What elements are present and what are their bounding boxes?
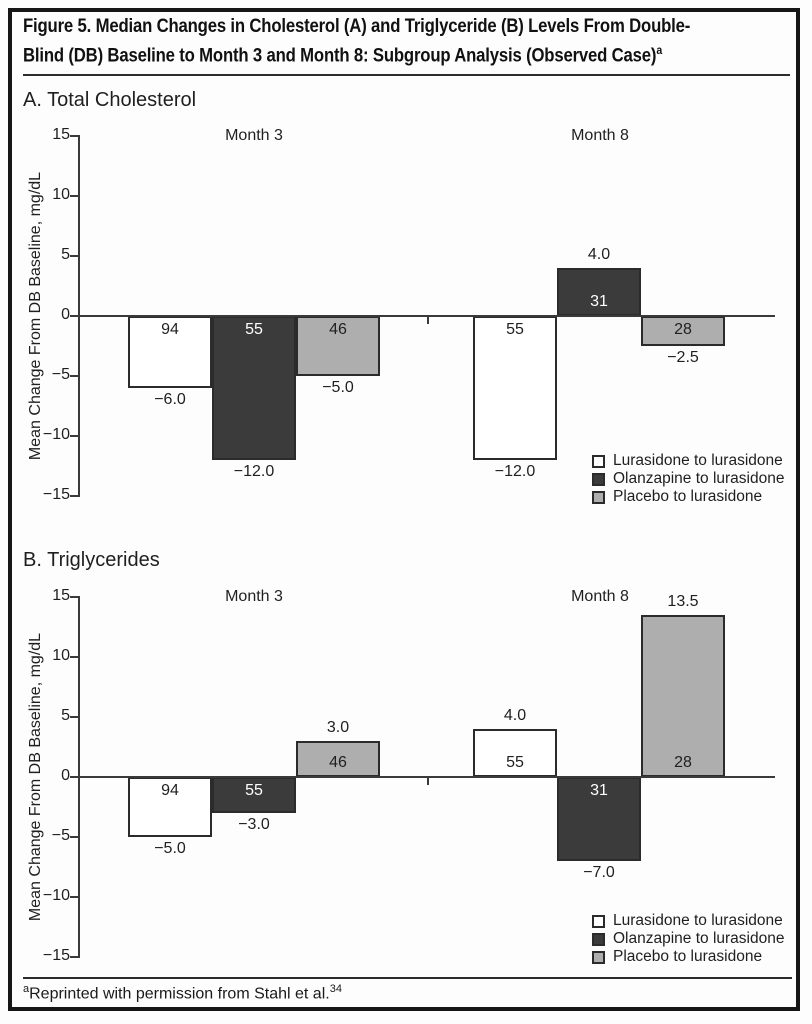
footnote-superscript: a <box>23 983 30 995</box>
group-label: Month 3 <box>225 127 283 144</box>
group-divider-tick <box>427 778 429 785</box>
footnote-divider-rule <box>23 977 792 979</box>
y-axis-tick <box>70 716 78 718</box>
bar-n-label: 46 <box>329 321 347 338</box>
bar-value-label: −5.0 <box>322 379 354 396</box>
bar-n-label: 55 <box>506 321 524 338</box>
footnote: aReprinted with permission from Stahl et… <box>23 983 342 1003</box>
title-divider-rule <box>23 74 790 76</box>
bar <box>128 777 212 837</box>
y-axis-tick <box>70 435 78 437</box>
legend-item-label: Placebo to lurasidone <box>613 948 763 965</box>
group-label: Month 3 <box>225 588 283 605</box>
bar-value-label: −12.0 <box>494 463 536 480</box>
y-tick-label: 5 <box>61 246 70 263</box>
y-tick-label: −10 <box>42 426 70 443</box>
bar-n-label: 94 <box>161 321 179 338</box>
figure-title-text2: Blind (DB) Baseline to Month 3 and Month… <box>23 45 657 67</box>
zero-baseline <box>78 776 775 778</box>
y-tick-label: −5 <box>51 366 70 383</box>
bar-value-label: −12.0 <box>233 463 275 480</box>
bar-n-label: 28 <box>674 754 692 771</box>
bar <box>641 316 725 346</box>
y-tick-label: −15 <box>42 486 70 503</box>
legend-item-label: Lurasidone to lurasidone <box>613 912 783 929</box>
group-divider-tick <box>427 317 429 324</box>
legend-swatch <box>592 491 605 504</box>
figure-title-superscript: a <box>656 43 663 57</box>
group-label: Month 8 <box>571 127 629 144</box>
zero-baseline <box>78 315 775 317</box>
y-axis-tick <box>70 195 78 197</box>
bar <box>296 316 380 376</box>
y-tick-label: 10 <box>52 647 70 664</box>
y-tick-label: 10 <box>52 186 70 203</box>
panel-label: B. Triglycerides <box>23 549 160 571</box>
legend-item-label: Olanzapine to lurasidone <box>613 470 785 487</box>
panel-label: A. Total Cholesterol <box>23 89 197 111</box>
bar-n-label: 46 <box>329 754 347 771</box>
legend-swatch <box>592 915 605 928</box>
y-axis-tick <box>70 135 78 137</box>
bar-value-label: −3.0 <box>238 816 270 833</box>
y-tick-label: 0 <box>61 306 70 323</box>
figure-title-line2: Blind (DB) Baseline to Month 3 and Month… <box>23 43 662 67</box>
footnote-text: Reprinted with permission from Stahl et … <box>29 985 330 1003</box>
bar-n-label: 31 <box>590 782 608 799</box>
y-axis-tick <box>70 956 78 958</box>
y-axis-tick <box>70 776 78 778</box>
bar-n-label: 55 <box>506 754 524 771</box>
bar-value-label: −2.5 <box>667 349 699 366</box>
y-tick-label: −15 <box>42 947 70 964</box>
footnote-ref-superscript: 34 <box>329 983 342 995</box>
bar-value-label: −5.0 <box>154 840 186 857</box>
bar-value-label: 4.0 <box>503 707 527 724</box>
legend-swatch <box>592 933 605 946</box>
bar-n-label: 55 <box>245 321 263 338</box>
y-axis-tick <box>70 375 78 377</box>
y-tick-label: −5 <box>51 827 70 844</box>
bar-value-label: 4.0 <box>587 246 611 263</box>
y-axis-tick <box>70 255 78 257</box>
bar <box>128 316 212 388</box>
legend-item-label: Placebo to lurasidone <box>613 488 763 505</box>
bar <box>557 268 641 316</box>
y-tick-label: 0 <box>61 767 70 784</box>
y-tick-label: 5 <box>61 707 70 724</box>
y-axis-tick <box>70 656 78 658</box>
legend-swatch <box>592 473 605 486</box>
bar-n-label: 31 <box>590 293 608 310</box>
bar-value-label: −7.0 <box>583 864 615 881</box>
legend-swatch <box>592 455 605 468</box>
y-axis-tick <box>70 596 78 598</box>
bar <box>641 615 725 777</box>
y-axis-tick <box>70 495 78 497</box>
y-tick-label: 15 <box>52 587 70 604</box>
bar-value-label: 3.0 <box>326 719 350 736</box>
group-label: Month 8 <box>571 588 629 605</box>
bar-value-label: −6.0 <box>154 391 186 408</box>
bar <box>473 316 557 460</box>
y-tick-label: −10 <box>42 887 70 904</box>
bar-n-label: 94 <box>161 782 179 799</box>
bar <box>557 777 641 861</box>
legend-item-label: Lurasidone to lurasidone <box>613 452 783 469</box>
y-axis-tick <box>70 896 78 898</box>
y-tick-label: 15 <box>52 126 70 143</box>
figure-title-text1: Figure 5. Median Changes in Cholesterol … <box>23 16 691 37</box>
bar-n-label: 55 <box>245 782 263 799</box>
bar-n-label: 28 <box>674 321 692 338</box>
bar-value-label: 13.5 <box>667 593 699 610</box>
legend-item-label: Olanzapine to lurasidone <box>613 930 785 947</box>
bar <box>212 777 296 813</box>
bar <box>212 316 296 460</box>
y-axis-tick <box>70 836 78 838</box>
legend-swatch <box>592 951 605 964</box>
y-axis-tick <box>70 315 78 317</box>
figure-title-line1: Figure 5. Median Changes in Cholesterol … <box>23 16 690 38</box>
